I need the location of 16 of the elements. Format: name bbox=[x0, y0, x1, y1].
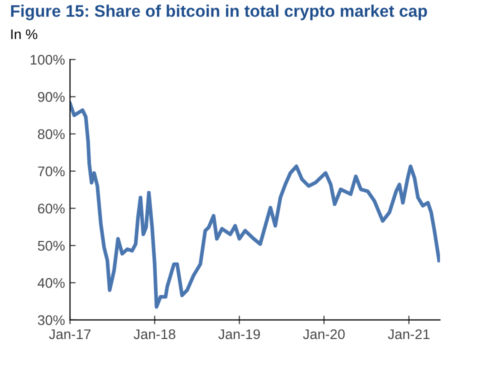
y-tick-label: 60% bbox=[38, 204, 65, 214]
chart-title: Figure 15: Share of bitcoin in total crypto market cap bbox=[11, 4, 427, 20]
y-tick-label: 80% bbox=[38, 129, 65, 140]
line-series bbox=[70, 102, 440, 309]
y-tick-label: 40% bbox=[38, 278, 65, 288]
y-tick-label: 50% bbox=[38, 240, 65, 251]
chart-subtitle: In % bbox=[11, 29, 38, 40]
x-tick-label: Jan-17 bbox=[48, 329, 91, 340]
y-tick-label: 100% bbox=[30, 54, 65, 65]
y-tick-label: 90% bbox=[38, 92, 65, 102]
x-tick-label: Jan-18 bbox=[134, 329, 176, 340]
x-tick-label: Jan-19 bbox=[218, 329, 260, 340]
x-tick-label: Jan-20 bbox=[303, 329, 345, 340]
y-tick-label: 70% bbox=[38, 166, 65, 176]
x-tick-label: Jan-21 bbox=[388, 329, 430, 340]
y-tick-label: 30% bbox=[38, 315, 65, 326]
